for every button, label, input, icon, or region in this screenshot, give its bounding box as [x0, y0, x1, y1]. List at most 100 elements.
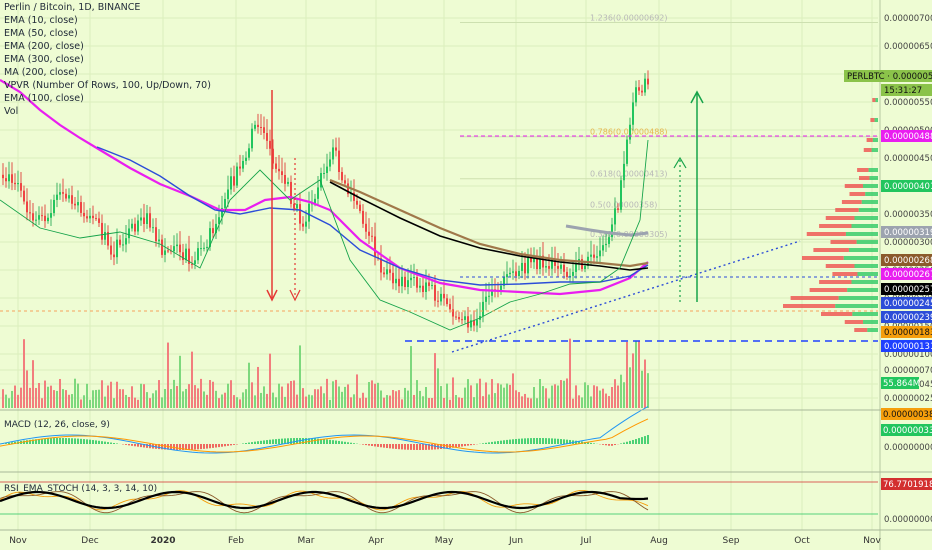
candle-body: [173, 246, 175, 252]
macd-histogram-bar: [185, 444, 187, 450]
volume-bar: [524, 393, 526, 408]
volume-bar: [317, 389, 319, 408]
macd-histogram-bar: [569, 439, 571, 444]
macd-histogram-bar: [203, 444, 205, 449]
vpvr-bar: [830, 240, 857, 244]
macd-histogram-bar: [374, 444, 376, 447]
macd-histogram-bar: [473, 444, 475, 445]
macd-histogram-bar: [551, 438, 553, 444]
candle-body: [398, 278, 400, 287]
candle-body: [527, 257, 529, 274]
candle-body: [206, 246, 208, 248]
candle-body: [254, 124, 256, 129]
candle-body: [14, 182, 16, 185]
macd-histogram-bar: [428, 444, 430, 450]
price-label: 0.00000183: [884, 328, 932, 338]
volume-bar: [95, 389, 97, 408]
candle-body: [599, 250, 601, 257]
candle-body: [77, 202, 79, 206]
volume-bar: [143, 384, 145, 408]
macd-histogram-bar: [602, 444, 604, 445]
vpvr-bar: [871, 148, 878, 152]
macd-title: MACD (12, 26, close, 9): [4, 420, 110, 430]
candle-body: [602, 245, 604, 251]
volume-bar: [605, 393, 607, 408]
macd-histogram-bar: [5, 443, 7, 444]
macd-histogram-bar: [344, 441, 346, 444]
indicator-legend-item[interactable]: MA (200, close): [4, 67, 78, 78]
candle-body: [191, 263, 193, 265]
volume-bar: [461, 397, 463, 408]
macd-histogram-bar: [566, 439, 568, 444]
indicator-legend-item[interactable]: EMA (10, close): [4, 15, 78, 26]
fib-label: 0.786(0.00000488): [590, 128, 668, 137]
candle-body: [542, 255, 544, 268]
candle-body: [629, 124, 631, 140]
candle-body: [59, 192, 61, 195]
volume-bar: [287, 383, 289, 408]
volume-bar: [419, 390, 421, 408]
volume-bar: [71, 394, 73, 408]
macd-histogram-bar: [257, 441, 259, 444]
macd-histogram-bar: [143, 444, 145, 448]
macd-histogram-bar: [272, 439, 274, 444]
macd-histogram-bar: [260, 440, 262, 444]
volume-bar: [581, 397, 583, 408]
price-label: 0.00000245: [884, 299, 932, 309]
macd-histogram-bar: [638, 438, 640, 444]
volume-bar: [392, 390, 394, 408]
volume-bar: [329, 399, 331, 408]
candle-body: [524, 262, 526, 274]
volume-bar: [92, 390, 94, 408]
volume-bar: [590, 396, 592, 408]
candle-body: [263, 127, 265, 133]
candle-body: [440, 293, 442, 302]
indicator-legend-item[interactable]: EMA (200, close): [4, 41, 84, 52]
volume-bar: [236, 397, 238, 408]
macd-histogram-bar: [506, 439, 508, 444]
candle-body: [137, 220, 139, 232]
indicator-legend-item[interactable]: EMA (50, close): [4, 28, 78, 39]
candle-body: [470, 320, 472, 328]
y-tick-label: 0.00000300: [884, 238, 932, 248]
volume-bar: [158, 380, 160, 408]
indicator-legend-item[interactable]: EMA (300, close): [4, 54, 84, 65]
symbol-title[interactable]: Perlin / Bitcoin, 1D, BINANCE: [4, 2, 141, 13]
candle-body: [71, 195, 73, 204]
candle-body: [92, 215, 94, 219]
macd-histogram-bar: [317, 438, 319, 444]
vpvr-bar: [845, 232, 878, 236]
ema-200-line: [329, 181, 649, 271]
macd-histogram-bar: [422, 444, 424, 450]
candle-body: [308, 203, 310, 222]
candle-body: [164, 250, 166, 255]
vpvr-bar: [844, 184, 864, 188]
candle-body: [563, 264, 565, 272]
macd-histogram-bar: [539, 438, 541, 444]
volume-bar: [347, 384, 349, 408]
volume-bar: [281, 386, 283, 408]
volume-bar: [239, 399, 241, 408]
candle-body: [29, 212, 31, 214]
indicator-legend-item[interactable]: VPVR (Number Of Rows, 100, Up/Down, 70): [4, 80, 211, 91]
indicator-legend-item[interactable]: Vol: [4, 106, 19, 117]
candle-body: [47, 217, 49, 222]
candle-body: [35, 219, 37, 221]
volume-bar: [521, 396, 523, 408]
vpvr-bar: [859, 176, 870, 180]
volume-bar: [101, 380, 103, 408]
volume-bar: [563, 380, 565, 408]
vpvr-bar: [863, 148, 872, 152]
volume-bar: [86, 383, 88, 408]
macd-histogram-bar: [560, 439, 562, 444]
macd-histogram-bar: [320, 438, 322, 444]
macd-histogram-bar: [629, 440, 631, 444]
volume-bar: [512, 373, 514, 408]
candle-body: [431, 284, 433, 286]
volume-bar: [113, 398, 115, 408]
vpvr-bar: [863, 320, 878, 324]
candle-body: [611, 224, 613, 238]
indicator-legend-item[interactable]: EMA (100, close): [4, 93, 84, 104]
